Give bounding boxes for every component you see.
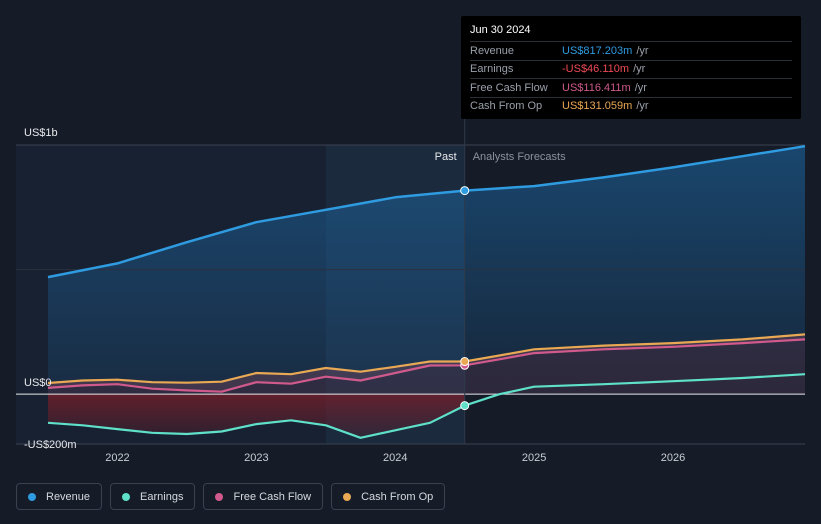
legend-item-earnings[interactable]: Earnings	[110, 483, 196, 510]
earnings-marker	[460, 401, 470, 411]
x-tick-label: 2026	[661, 452, 685, 464]
cash-from-op-line	[47, 333, 806, 385]
legend-label: Cash From Op	[361, 490, 434, 503]
revenue-area	[48, 146, 805, 395]
legend-dot-icon	[122, 492, 131, 501]
x-tick-label: 2025	[522, 452, 546, 464]
legend-item-cash-from-op[interactable]: Cash From Op	[331, 483, 446, 510]
tooltip-value: US$131.059m	[562, 100, 633, 113]
revenue-line	[47, 144, 806, 279]
tooltip-label: Cash From Op	[470, 100, 543, 113]
revenue-marker	[460, 186, 470, 196]
tooltip-unit: /yr	[634, 81, 647, 94]
tooltip-value: US$817.203m	[562, 44, 633, 57]
x-tick-label: 2023	[244, 452, 268, 464]
forecast-label: Analysts Forecasts	[473, 151, 566, 163]
tooltip-row-free-cash-flow: Free Cash Flow US$116.411m /yr	[470, 78, 792, 97]
past-label: Past	[435, 151, 457, 163]
y-tick-label: -US$200m	[24, 439, 77, 451]
tooltip-value: -US$46.110m	[562, 63, 630, 76]
legend-dot-icon	[343, 492, 352, 501]
chart-legend: Revenue Earnings Free Cash Flow Cash Fro…	[16, 483, 446, 510]
tooltip-label: Earnings	[470, 63, 514, 76]
free-cash-flow-line	[47, 338, 806, 393]
x-tick-label: 2022	[105, 452, 129, 464]
tooltip-unit: /yr	[633, 63, 646, 76]
y-tick-label: US$1b	[24, 127, 58, 139]
tooltip-row-revenue: Revenue US$817.203m /yr	[470, 41, 792, 60]
legend-label: Free Cash Flow	[233, 490, 312, 503]
legend-item-revenue[interactable]: Revenue	[16, 483, 103, 510]
tooltip-unit: /yr	[636, 44, 649, 57]
legend-dot-icon	[28, 492, 36, 501]
tooltip-value: US$116.411m	[562, 81, 631, 94]
tooltip-row-cash-from-op: Cash From Op US$131.059m /yr	[470, 96, 792, 116]
legend-dot-icon	[215, 492, 224, 501]
tooltip-label: Free Cash Flow	[470, 81, 548, 94]
x-tick-label: 2024	[383, 452, 407, 464]
legend-item-free-cash-flow[interactable]: Free Cash Flow	[203, 483, 324, 510]
y-tick-label: US$0	[24, 377, 52, 389]
tooltip-date: Jun 30 2024	[470, 24, 531, 36]
legend-label: Revenue	[46, 490, 91, 503]
tooltip-unit: /yr	[636, 100, 649, 113]
earnings-line	[47, 373, 806, 439]
tooltip-label: Revenue	[470, 44, 515, 57]
cash-from-op-marker	[460, 357, 470, 367]
earnings-negative-area	[48, 394, 465, 438]
hover-tooltip: Jun 30 2024 Revenue US$817.203m /yr Earn…	[461, 16, 801, 119]
tooltip-row-earnings: Earnings -US$46.110m /yr	[470, 59, 792, 79]
legend-label: Earnings	[140, 490, 184, 503]
